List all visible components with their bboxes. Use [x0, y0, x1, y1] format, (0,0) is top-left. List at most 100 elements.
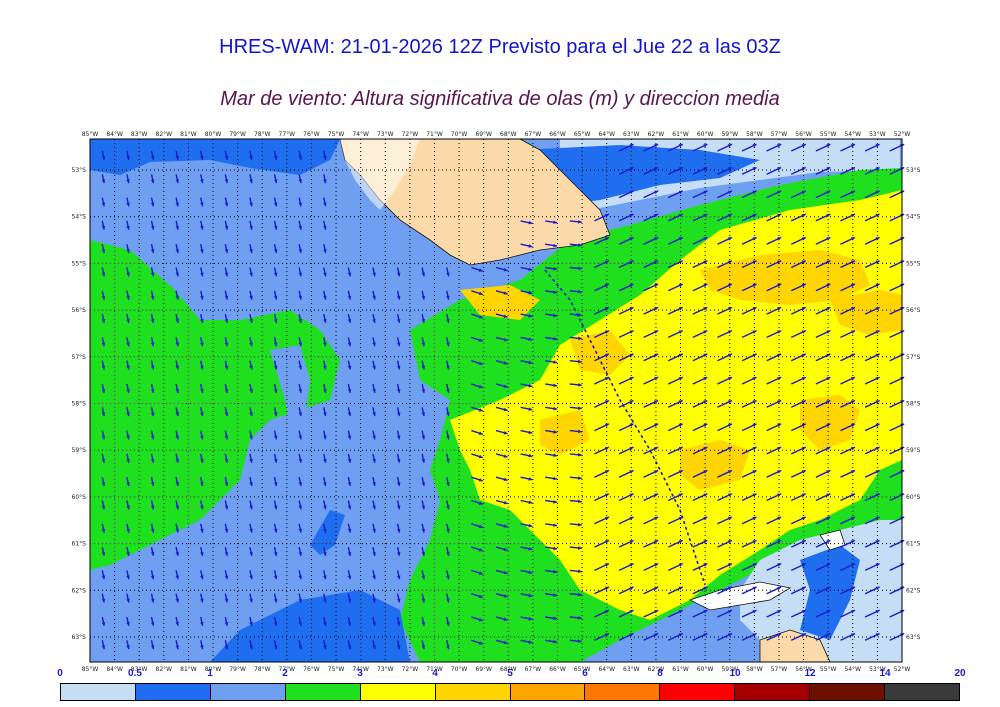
wave-arrow-head [604, 493, 609, 497]
lon-label: 63°W [623, 666, 640, 673]
wave-arrow-head [850, 516, 855, 521]
wave-arrow-head [578, 266, 582, 271]
wave-arrow-head [200, 505, 204, 510]
wave-arrow-head [372, 621, 376, 626]
wave-arrow-head [850, 167, 855, 171]
wave-arrow-head [249, 365, 253, 370]
wave-arrow-head [273, 179, 278, 184]
wave-arrow-head [801, 423, 806, 427]
wave-arrow-head [678, 563, 683, 567]
colorbar [60, 683, 960, 701]
lon-label: 70°W [451, 131, 468, 138]
wave-arrow-head [553, 616, 558, 621]
wave-arrow-head [654, 167, 659, 171]
wave-arrow-head [323, 505, 327, 510]
wave-arrow-head [224, 155, 229, 160]
wave-arrow-head [421, 552, 426, 556]
wave-arrow-head [200, 412, 204, 417]
wave-arrow-head [578, 476, 582, 480]
lon-labels-top: 85°W 84°W 83°W 82°W 81°W 80°W 79°W 78°W 77°W 76°W… [82, 131, 911, 138]
colorbar-tick-label: 20 [954, 668, 966, 679]
wave-arrow-head [826, 563, 831, 567]
wave-arrow-head [801, 446, 806, 451]
wave-arrow-head [372, 458, 376, 463]
wave-arrow-head [850, 377, 855, 381]
wave-arrow-head [875, 283, 880, 288]
wave-arrow-head [347, 342, 352, 347]
colorbar-swatch [135, 684, 211, 700]
wave-arrow-head [553, 476, 558, 481]
wave-arrow-head [126, 528, 130, 533]
wave-arrow-head [850, 446, 855, 451]
wave-arrow-head [553, 220, 558, 225]
wave-arrow-head [298, 552, 303, 556]
wave-arrow-head [224, 598, 229, 603]
colorbar-swatch [435, 684, 511, 700]
wave-arrow-head [850, 493, 855, 497]
wave-arrow-head [678, 516, 683, 521]
wave-arrow-head [396, 388, 401, 393]
wave-arrow-head [200, 272, 204, 277]
wave-arrow-head [175, 179, 180, 184]
lon-label: 55°W [820, 666, 837, 673]
wave-arrow-head [150, 598, 155, 603]
wave-arrow-head [446, 435, 450, 440]
wave-arrow-head [528, 337, 533, 341]
wave-arrow-head [727, 423, 732, 427]
lon-label: 57°W [771, 131, 788, 138]
wave-arrow-head [421, 342, 426, 347]
wave-arrow-head [126, 155, 130, 160]
wave-arrow-head [323, 179, 327, 184]
wave-arrow-head [629, 213, 634, 218]
wave-arrow-head [678, 283, 683, 288]
wave-arrow-head [298, 621, 303, 626]
wave-arrow-head [752, 353, 757, 358]
wave-arrow-head [150, 202, 155, 207]
wave-arrow-head [629, 540, 634, 544]
wave-arrow-head [249, 552, 253, 556]
lat-label: 58°S [72, 401, 87, 408]
wave-arrow-head [654, 423, 659, 427]
wave-arrow-head [678, 470, 683, 474]
wave-arrow-head [629, 167, 634, 171]
colorbar-tick-label: 10 [729, 668, 741, 679]
wave-arrow-head [752, 516, 757, 521]
wave-arrow-head [604, 423, 609, 427]
wave-arrow-head [503, 431, 508, 435]
wave-arrow-head [850, 470, 855, 474]
wave-arrow-head [446, 319, 450, 323]
wave-arrow-head [629, 516, 634, 521]
wave-arrow-head [421, 272, 426, 277]
wave-arrow-head [850, 144, 855, 148]
wave-arrow-head [553, 593, 558, 597]
wave-arrow-head [249, 412, 253, 417]
wave-arrow-head [629, 353, 634, 358]
wave-arrow-head [703, 470, 708, 474]
wave-arrow-head [654, 516, 659, 521]
wave-arrow-head [298, 319, 303, 323]
wave-arrow-head [801, 470, 806, 474]
wave-arrow-head [727, 470, 732, 474]
colorbar-tick-label: 8 [657, 668, 663, 679]
wave-arrow-head [273, 272, 278, 277]
wave-arrow-head [150, 225, 155, 230]
wave-arrow-head [478, 384, 483, 389]
wave-arrow-head [421, 295, 426, 300]
wave-arrow-head [629, 633, 634, 637]
colorbar-swatch [660, 684, 736, 700]
colorbar-tick-label: 2 [282, 668, 288, 679]
wave-arrow-head [654, 540, 659, 544]
wave-arrow-head [446, 575, 450, 580]
wave-arrow-head [323, 412, 327, 417]
wave-arrow-head [703, 400, 708, 404]
wave-arrow-head [323, 552, 327, 556]
wave-arrow-head [528, 407, 533, 411]
wave-arrow-head [273, 388, 278, 393]
wave-arrow-head [396, 342, 401, 347]
wave-arrow-head [224, 295, 229, 300]
wave-arrow-head [126, 598, 130, 603]
wave-arrow-head [604, 586, 609, 591]
wave-arrow-head [604, 633, 609, 637]
wave-arrow-head [323, 272, 327, 277]
